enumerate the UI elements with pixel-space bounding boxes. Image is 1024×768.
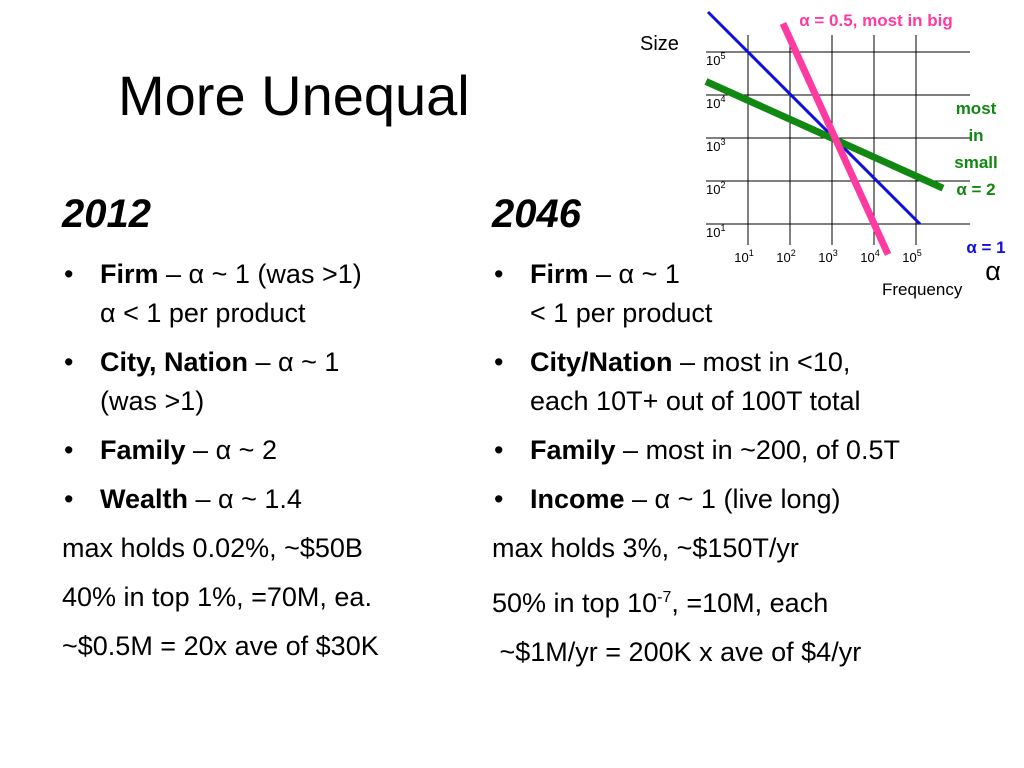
bullet-continuation: each 10T+ out of 100T total (530, 386, 861, 416)
bullet-term: City/Nation (530, 347, 673, 377)
green-label-line: most (956, 99, 997, 118)
x-tick-label: 101 (734, 248, 753, 265)
note-top-share-2012: 40% in top 1%, =70M, ea. (62, 582, 372, 612)
green-label-line: in (968, 126, 983, 145)
y-tick-label: 104 (706, 94, 725, 111)
bullet-text: – α ~ 1.4 (188, 484, 302, 514)
bullet-term: Firm (100, 259, 159, 289)
bullet-dot: • (494, 435, 504, 465)
bullet-term: Income (530, 484, 625, 514)
left-column: • Firm – α ~ 1 (was >1) α < 1 per produc… (62, 255, 482, 666)
y-tick-label: 105 (706, 51, 725, 68)
note-max-holds-2046: max holds 3%, ~$150T/yr (492, 533, 799, 563)
series-line-alpha-2 (704, 78, 945, 192)
note-top-share-exponent: -7 (657, 589, 672, 606)
bullet-text: – α ~ 1 (588, 259, 680, 289)
series-line-alpha-1 (706, 10, 922, 226)
bullet-family-2012: • Family – α ~ 2 (62, 431, 482, 470)
bullet-firm-2012: • Firm – α ~ 1 (was >1) α < 1 per produc… (62, 255, 482, 333)
bullet-term: Firm (530, 259, 589, 289)
bullet-dot: • (64, 259, 74, 289)
heading-2046: 2046 (492, 192, 581, 236)
bullet-continuation: < 1 per product (530, 298, 713, 328)
right-column: • Firm – α ~ 1 < 1 per product • City/Na… (492, 255, 1012, 672)
note-top-share-2046: 50% in top 10-7, =10M, each (492, 578, 1012, 623)
bullet-text: – most in <10, (672, 347, 851, 377)
bullet-firm-2046: • Firm – α ~ 1 < 1 per product (492, 255, 1012, 333)
bullet-dot: • (494, 484, 504, 514)
bullet-dot: • (64, 435, 74, 465)
bullet-city-nation-2046: • City/Nation – most in <10, each 10T+ o… (492, 343, 1012, 421)
bullet-term: Wealth (100, 484, 189, 514)
bullet-text: – α ~ 1 (248, 347, 340, 377)
y-tick-label: 101 (706, 223, 725, 240)
y-tick-label: 102 (706, 180, 725, 197)
bullet-text: – α ~ 1 (was >1) (158, 259, 362, 289)
bullet-wealth-2012: • Wealth – α ~ 1.4 (62, 480, 482, 519)
bullet-income-2046: • Income – α ~ 1 (live long) (492, 480, 1012, 519)
bullet-city-nation-2012: • City, Nation – α ~ 1 (was >1) (62, 343, 482, 421)
chart-tick-labels: 105 104 103 102 101 101 102 103 104 105 (706, 51, 922, 265)
bullet-dot: • (64, 484, 74, 514)
bullet-family-2046: • Family – most in ~200, of 0.5T (492, 431, 1012, 470)
bullet-term: Family (100, 435, 186, 465)
x-tick-label: 105 (902, 248, 921, 265)
bullet-text: – α ~ 2 (185, 435, 277, 465)
x-tick-label: 103 (818, 248, 837, 265)
bullet-term: Family (530, 435, 616, 465)
alpha-symbol: α (985, 256, 1001, 286)
bullet-dot: • (494, 259, 504, 289)
y-tick-label: 103 (706, 137, 725, 154)
bullet-text: – α ~ 1 (live long) (624, 484, 841, 514)
note-top-share-prefix: 50% in top 10 (492, 588, 658, 618)
series-line-alpha-0-5 (779, 21, 892, 256)
left-bullet-list: • Firm – α ~ 1 (was >1) α < 1 per produc… (62, 255, 482, 519)
pink-series-label: α = 0.5, most in big (799, 11, 953, 30)
green-series-label: most in small α = 2 (954, 99, 997, 199)
x-tick-label: 104 (860, 248, 879, 265)
bullet-dot: • (64, 347, 74, 377)
bullet-text: – most in ~200, of 0.5T (615, 435, 900, 465)
green-label-line: small (954, 153, 997, 172)
note-average-2012: ~$0.5M = 20x ave of $30K (62, 631, 379, 661)
slide-title: More Unequal (118, 64, 470, 127)
note-top-share-suffix: , =10M, each (671, 588, 829, 618)
bullet-dot: • (494, 347, 504, 377)
bullet-continuation: (was >1) (100, 386, 205, 416)
x-axis-label: Frequency (882, 280, 963, 299)
blue-series-label: α = 1 (966, 238, 1005, 257)
green-label-line: α = 2 (956, 180, 995, 199)
heading-2012: 2012 (62, 192, 151, 236)
right-bullet-list: • Firm – α ~ 1 < 1 per product • City/Na… (492, 255, 1012, 519)
x-tick-label: 102 (776, 248, 795, 265)
bullet-term: City, Nation (100, 347, 248, 377)
note-average-2046: ~$1M/yr = 200K x ave of $4/yr (492, 637, 862, 667)
bullet-continuation: α < 1 per product (100, 298, 306, 328)
note-max-holds-2012: max holds 0.02%, ~$50B (62, 533, 363, 563)
y-axis-label: Size (640, 33, 679, 55)
chart-series (704, 10, 945, 256)
